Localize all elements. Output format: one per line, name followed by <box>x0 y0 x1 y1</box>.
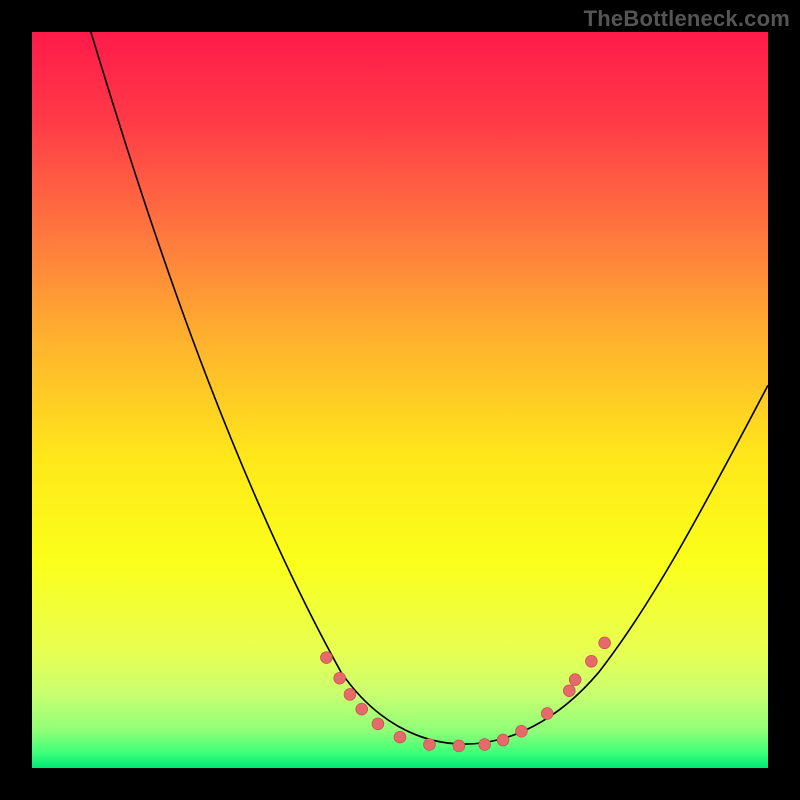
data-marker <box>563 685 575 697</box>
data-marker <box>424 739 436 751</box>
data-marker <box>356 703 368 715</box>
data-marker <box>479 739 491 751</box>
data-marker <box>453 740 465 752</box>
watermark-text: TheBottleneck.com <box>584 6 790 32</box>
data-marker <box>569 674 581 686</box>
data-marker <box>599 637 611 649</box>
data-marker <box>372 718 384 730</box>
data-marker <box>541 708 553 720</box>
chart-frame: TheBottleneck.com <box>0 0 800 800</box>
data-marker <box>394 731 406 743</box>
data-marker <box>334 672 346 684</box>
bottleneck-curve-chart <box>32 32 768 768</box>
data-marker <box>344 689 356 701</box>
data-marker <box>497 734 509 746</box>
chart-background <box>32 32 768 768</box>
data-marker <box>321 652 333 664</box>
data-marker <box>585 655 597 667</box>
data-marker <box>516 725 528 737</box>
